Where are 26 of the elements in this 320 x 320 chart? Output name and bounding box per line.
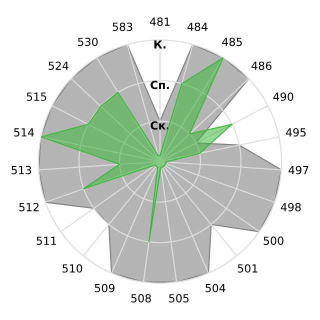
spoke-label: 481 (150, 17, 170, 26)
spoke-label: 512 (19, 202, 39, 212)
spoke-label: 509 (94, 284, 114, 292)
spoke-label: 583 (112, 22, 132, 32)
spoke-label: 490 (273, 92, 294, 101)
spoke-label: 530 (78, 38, 98, 46)
spoke-label: 497 (288, 166, 308, 174)
spoke-label: 508 (131, 294, 151, 302)
y-tick-label: К. (154, 40, 166, 48)
spoke-label: 486 (251, 62, 272, 70)
spoke-label: 515 (26, 92, 46, 101)
spoke-label: 524 (48, 62, 68, 70)
spoke-label: 500 (264, 236, 284, 245)
spoke-label: 511 (36, 236, 56, 245)
spoke-label: 505 (169, 294, 189, 302)
spoke-label: 484 (187, 22, 208, 32)
y-tick-label: Сп. (150, 80, 169, 90)
spoke-label: 513 (12, 166, 32, 174)
spoke-label: 485 (222, 38, 242, 46)
spoke-label: 504 (206, 284, 226, 292)
spoke-label: 498 (280, 202, 301, 212)
spoke-label: 514 (14, 128, 34, 137)
spoke-label: 510 (62, 264, 82, 273)
y-tick-label: Ск. (150, 121, 169, 130)
spoke-label: 495 (286, 128, 306, 137)
spoke-label: 501 (238, 264, 258, 273)
